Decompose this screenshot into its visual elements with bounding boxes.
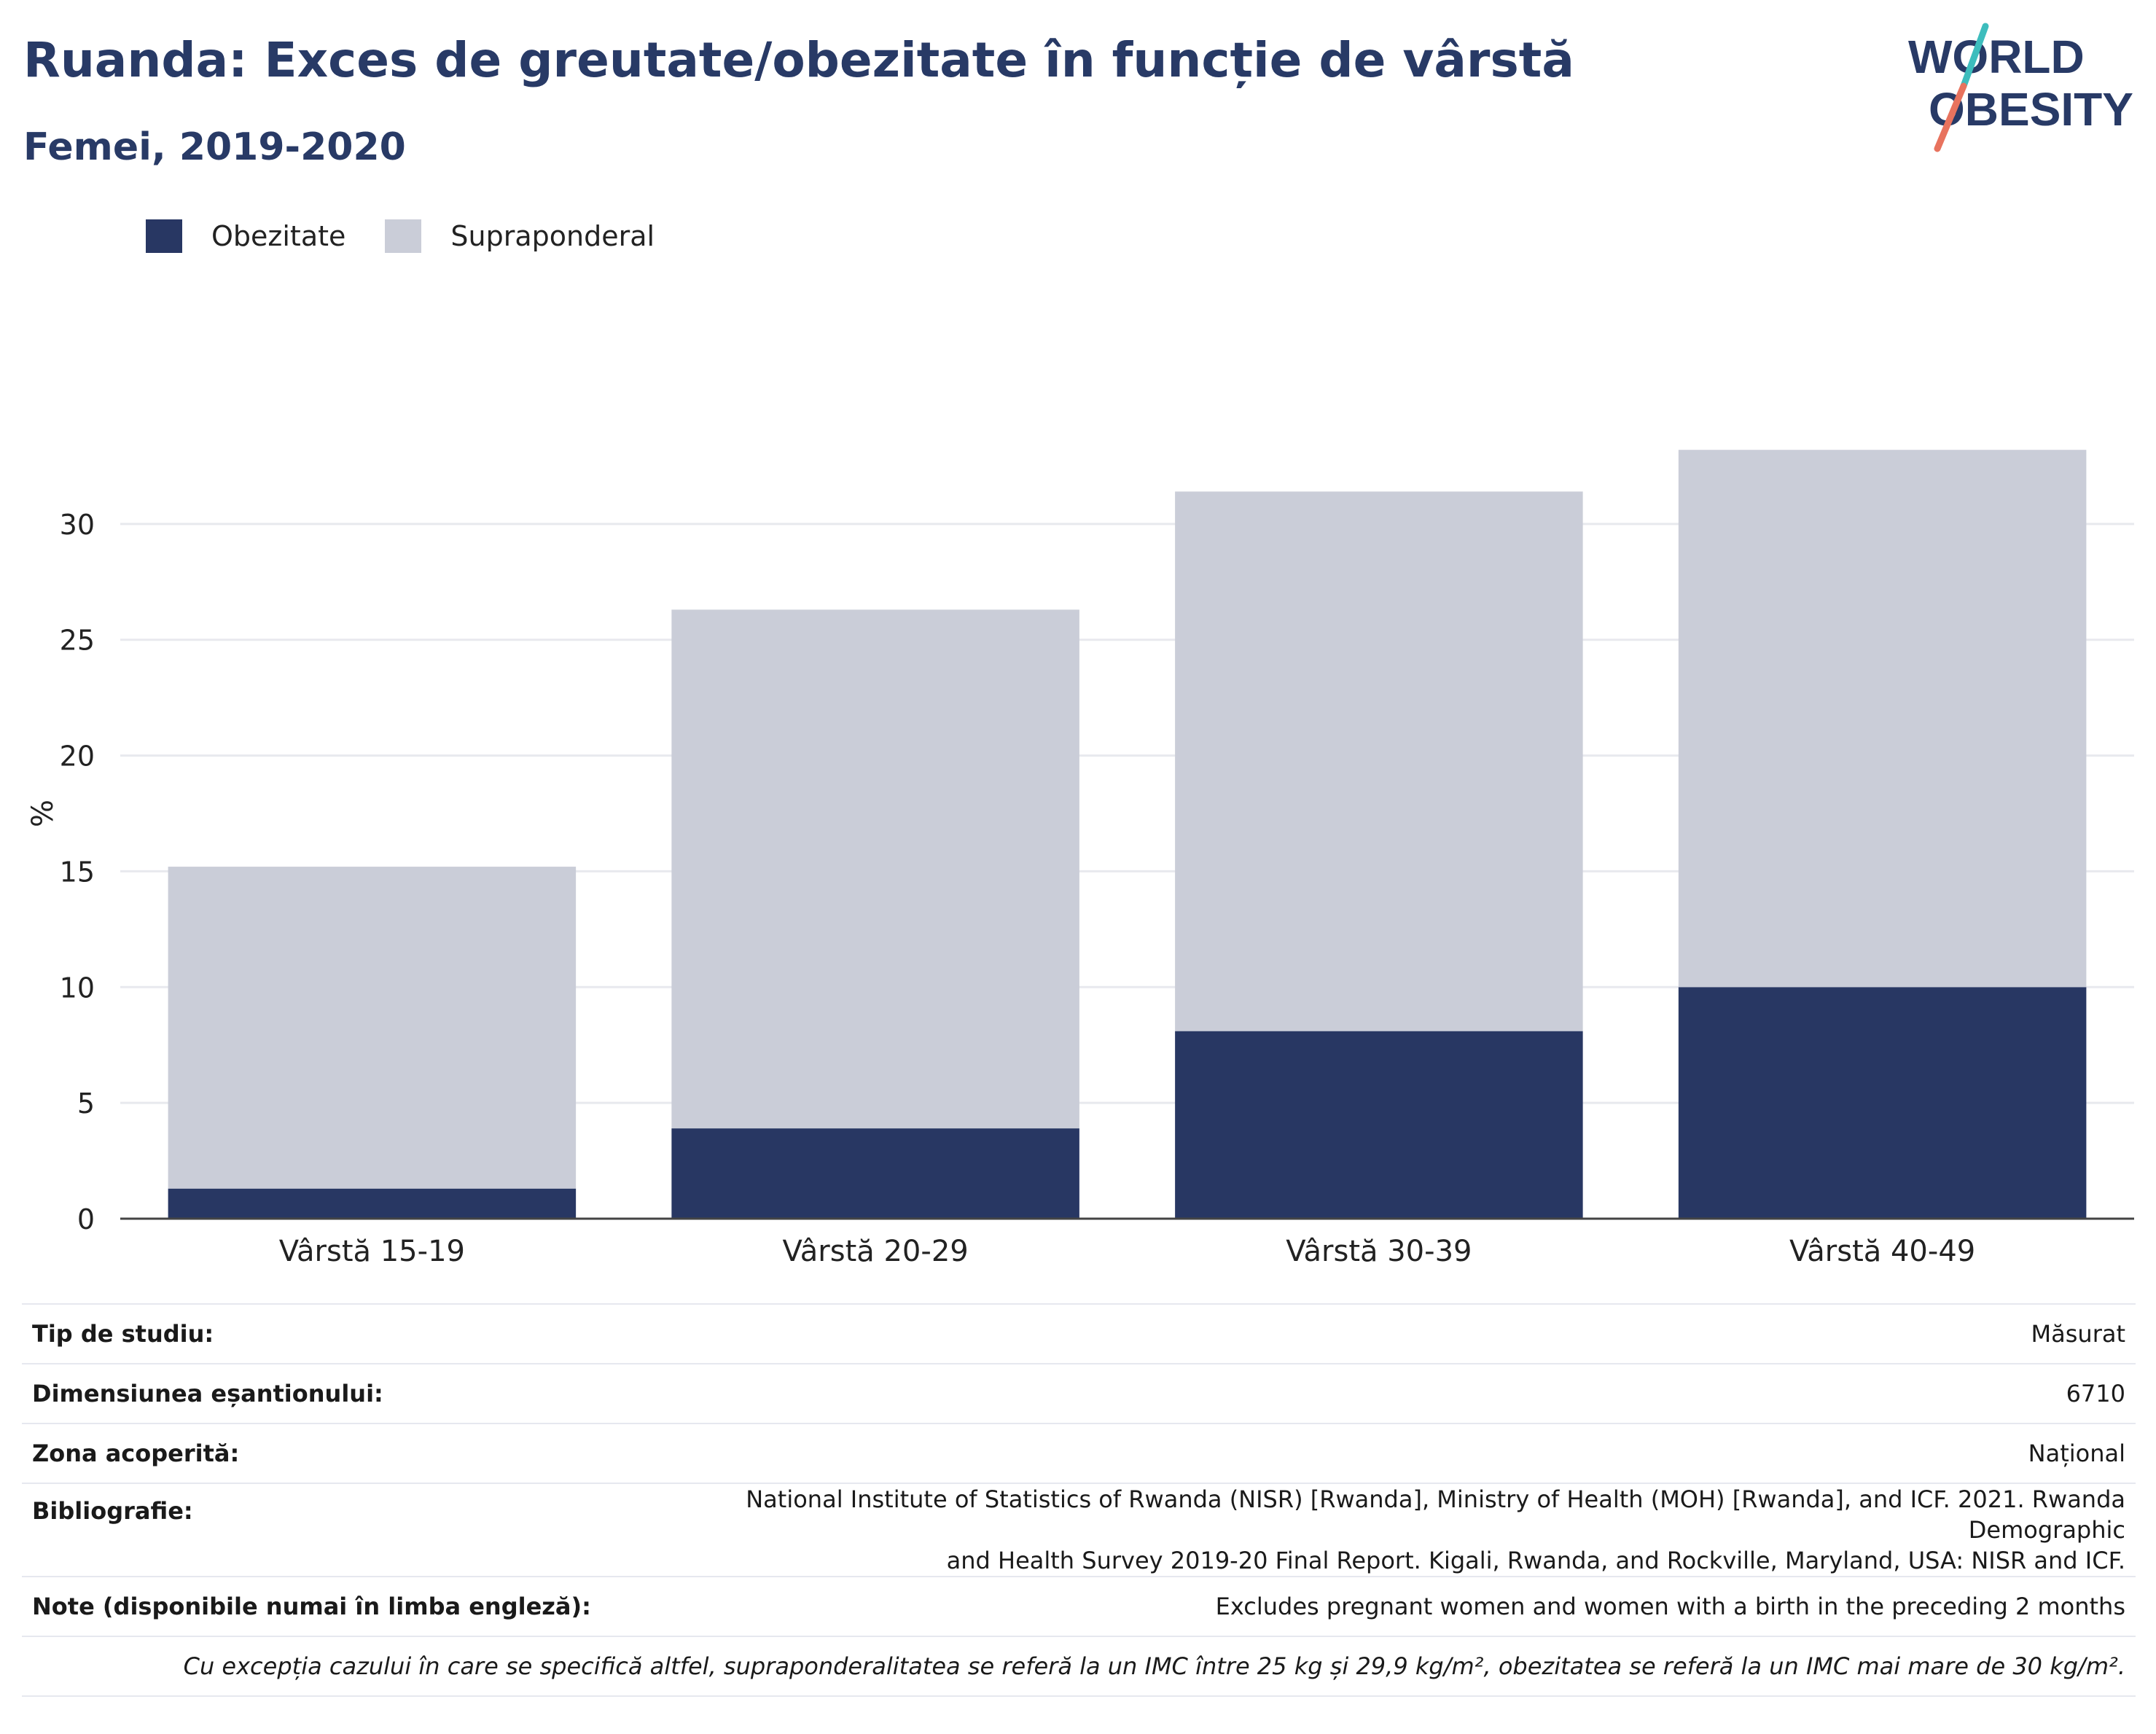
logo-line1: WORLD [1908, 31, 2085, 83]
stacked-bar-chart: 0 5 10 15 20 25 30% Vârstă 15-19 Vârstă 20-29 Vâr… [26, 450, 2134, 1268]
meta-key: Note (disponibile numai în limba engleză… [22, 1576, 601, 1636]
meta-key: Zona acoperită: [22, 1423, 601, 1483]
chart-subtitle: Femei, 2019-2020 [23, 125, 406, 169]
logo-slash-bottom [1934, 82, 1967, 152]
bibliography-line-1: National Institute of Statistics of Rwan… [746, 1485, 2125, 1544]
legend-swatch-obesity [146, 219, 182, 253]
meta-key: Dimensiunea eșantionului: [22, 1363, 601, 1423]
legend-swatch-overweight [385, 219, 422, 253]
world-obesity-logo: WORLD OBESITY [1908, 23, 2133, 152]
meta-value: Măsurat [601, 1303, 2136, 1364]
meta-row-study-type: Tip de studiu: Măsurat [22, 1303, 2136, 1364]
meta-row-bibliography: Bibliografie: National Institute of Stat… [22, 1483, 2136, 1577]
meta-key: Bibliografie: [22, 1483, 601, 1577]
x-tick-label: Vârstă 30-39 [1286, 1235, 1472, 1268]
bar-obesity [1175, 1031, 1583, 1219]
legend-label-obesity: Obezitate [211, 220, 346, 252]
meta-value: Național [601, 1423, 2136, 1483]
meta-key: Tip de studiu: [22, 1303, 601, 1364]
y-tick-label: 20 [60, 741, 95, 773]
bar-obesity [168, 1188, 577, 1219]
bar-obesity [671, 1128, 1079, 1219]
y-tick-label: 15 [60, 856, 95, 888]
bar-overweight [1678, 450, 2087, 988]
y-tick-label: 5 [77, 1087, 95, 1120]
meta-value: National Institute of Statistics of Rwan… [601, 1483, 2136, 1577]
logo-slash-top [1960, 23, 1989, 90]
x-tick-label: Vârstă 20-29 [783, 1235, 969, 1268]
bar-overweight [1175, 491, 1583, 1031]
meta-value: Excludes pregnant women and women with a… [601, 1576, 2136, 1636]
meta-value: 6710 [601, 1363, 2136, 1423]
x-tick-label: Vârstă 15-19 [279, 1235, 465, 1268]
bar-overweight [671, 609, 1079, 1129]
legend-item-overweight[interactable]: Supraponderal [385, 219, 655, 253]
meta-row-sample-size: Dimensiunea eșantionului: 6710 [22, 1363, 2136, 1423]
y-axis-label: % [26, 800, 60, 827]
meta-row-notes: Note (disponibile numai în limba engleză… [22, 1576, 2136, 1636]
bibliography-line-2: and Health Survey 2019-20 Final Report. … [946, 1547, 2125, 1574]
footnote: Cu excepția cazului în care se specifică… [22, 1636, 2136, 1697]
y-tick-label: 25 [60, 625, 95, 657]
y-tick-label: 30 [60, 509, 95, 541]
legend-label-overweight: Supraponderal [450, 220, 655, 252]
bar-obesity [1678, 987, 2087, 1219]
y-tick-label: 0 [77, 1203, 95, 1235]
x-tick-label: Vârstă 40-49 [1789, 1235, 1975, 1268]
legend-item-obesity[interactable]: Obezitate [146, 219, 345, 253]
bar-overweight [168, 867, 577, 1189]
meta-row-footnote: Cu excepția cazului în care se specifică… [22, 1636, 2136, 1697]
y-tick-label: 10 [60, 972, 95, 1004]
metadata-table: Tip de studiu: Măsurat Dimensiunea eșant… [22, 1303, 2136, 1697]
chart-title: Ruanda: Exces de greutate/obezitate în f… [23, 32, 1574, 88]
meta-row-coverage: Zona acoperită: Național [22, 1423, 2136, 1483]
legend: Obezitate Supraponderal [146, 219, 694, 254]
